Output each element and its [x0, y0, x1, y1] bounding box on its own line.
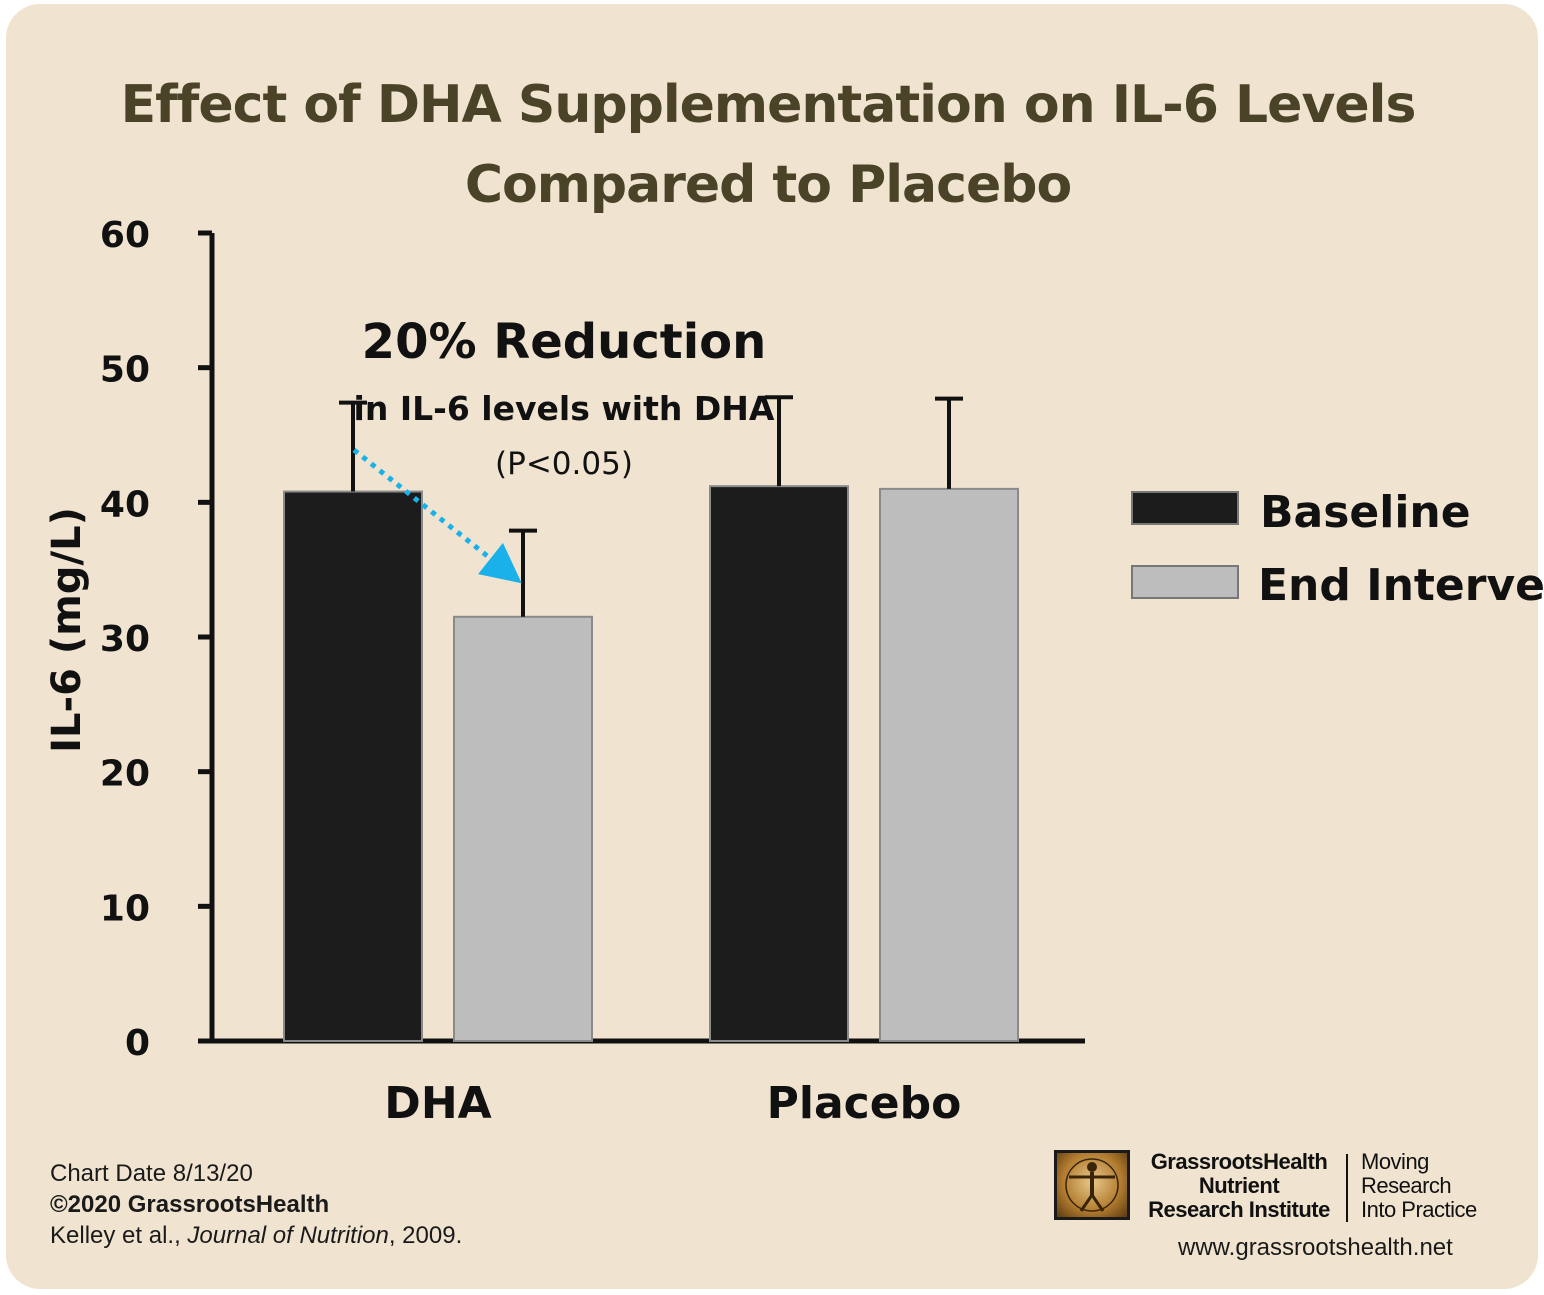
- reduction-arrow: [352, 448, 522, 584]
- legend-swatch-baseline: [1131, 491, 1239, 525]
- annotation-subline: in IL-6 levels with DHA: [354, 389, 775, 428]
- website-link[interactable]: www.grassrootshealth.net: [1178, 1234, 1453, 1261]
- chart-title-line-1: Effect of DHA Supplementation on IL-6 Le…: [121, 75, 1416, 135]
- annotation-pvalue: (P<0.05): [495, 446, 633, 482]
- bar-baseline-placebo: [709, 485, 849, 1042]
- bars: [283, 485, 1019, 1043]
- error-bars: [339, 395, 963, 617]
- legend: Baseline End Intervention: [1131, 487, 1544, 611]
- y-tick-label: 40: [100, 484, 150, 525]
- y-tick-label: 20: [100, 754, 150, 795]
- legend-label-end-intervention: End Intervention: [1258, 560, 1544, 611]
- logo-name: GrassrootsHealth Nutrient Research Insti…: [1140, 1150, 1338, 1222]
- y-ticks: 0 10 20 30 40 50 60: [100, 215, 212, 1064]
- citation-journal: Journal of Nutrition: [187, 1222, 389, 1249]
- x-label-dha: DHA: [384, 1078, 491, 1129]
- logo-name-line-2: Nutrient: [1198, 1173, 1280, 1198]
- logo-divider: [1346, 1154, 1348, 1222]
- y-axis-label: IL-6 (mg/L): [44, 507, 90, 753]
- annotation: 20% Reduction in IL-6 levels with DHA (P…: [352, 314, 775, 584]
- chart-date: Chart Date 8/13/20: [50, 1160, 253, 1187]
- y-tick-label: 10: [100, 888, 150, 929]
- x-category-labels: DHA Placebo: [384, 1078, 961, 1129]
- y-tick-label: 50: [100, 350, 150, 391]
- bar-end-intervention-dha: [453, 615, 593, 1042]
- vitruvian-logo-icon: [1054, 1150, 1130, 1220]
- tagline-line-1: Moving: [1361, 1149, 1429, 1174]
- annotation-headline: 20% Reduction: [362, 314, 767, 370]
- chart-title-line-2: Compared to Placebo: [465, 155, 1071, 215]
- y-tick-label: 30: [100, 619, 150, 660]
- legend-label-baseline: Baseline: [1260, 487, 1471, 538]
- legend-swatch-end-intervention: [1131, 565, 1239, 599]
- bar-baseline-dha: [283, 490, 423, 1042]
- logo-tagline: Moving Research Into Practice: [1361, 1150, 1477, 1222]
- citation: Kelley et al., Journal of Nutrition, 200…: [50, 1220, 462, 1251]
- footer: Chart Date 8/13/20 ©2020 GrassrootsHealt…: [50, 1158, 462, 1251]
- tagline-line-2: Research: [1361, 1173, 1452, 1198]
- bar-end-intervention-placebo: [879, 487, 1019, 1043]
- y-tick-label: 60: [100, 215, 150, 256]
- logo-name-line-3: Research Institute: [1148, 1197, 1330, 1222]
- x-label-placebo: Placebo: [767, 1078, 962, 1129]
- y-tick-label: 0: [125, 1023, 150, 1064]
- copyright: ©2020 GrassrootsHealth: [50, 1191, 330, 1218]
- citation-year: , 2009.: [388, 1222, 463, 1249]
- citation-authors: Kelley et al.,: [50, 1222, 188, 1249]
- logo-name-line-1: GrassrootsHealth: [1150, 1149, 1328, 1174]
- tagline-line-3: Into Practice: [1361, 1197, 1477, 1222]
